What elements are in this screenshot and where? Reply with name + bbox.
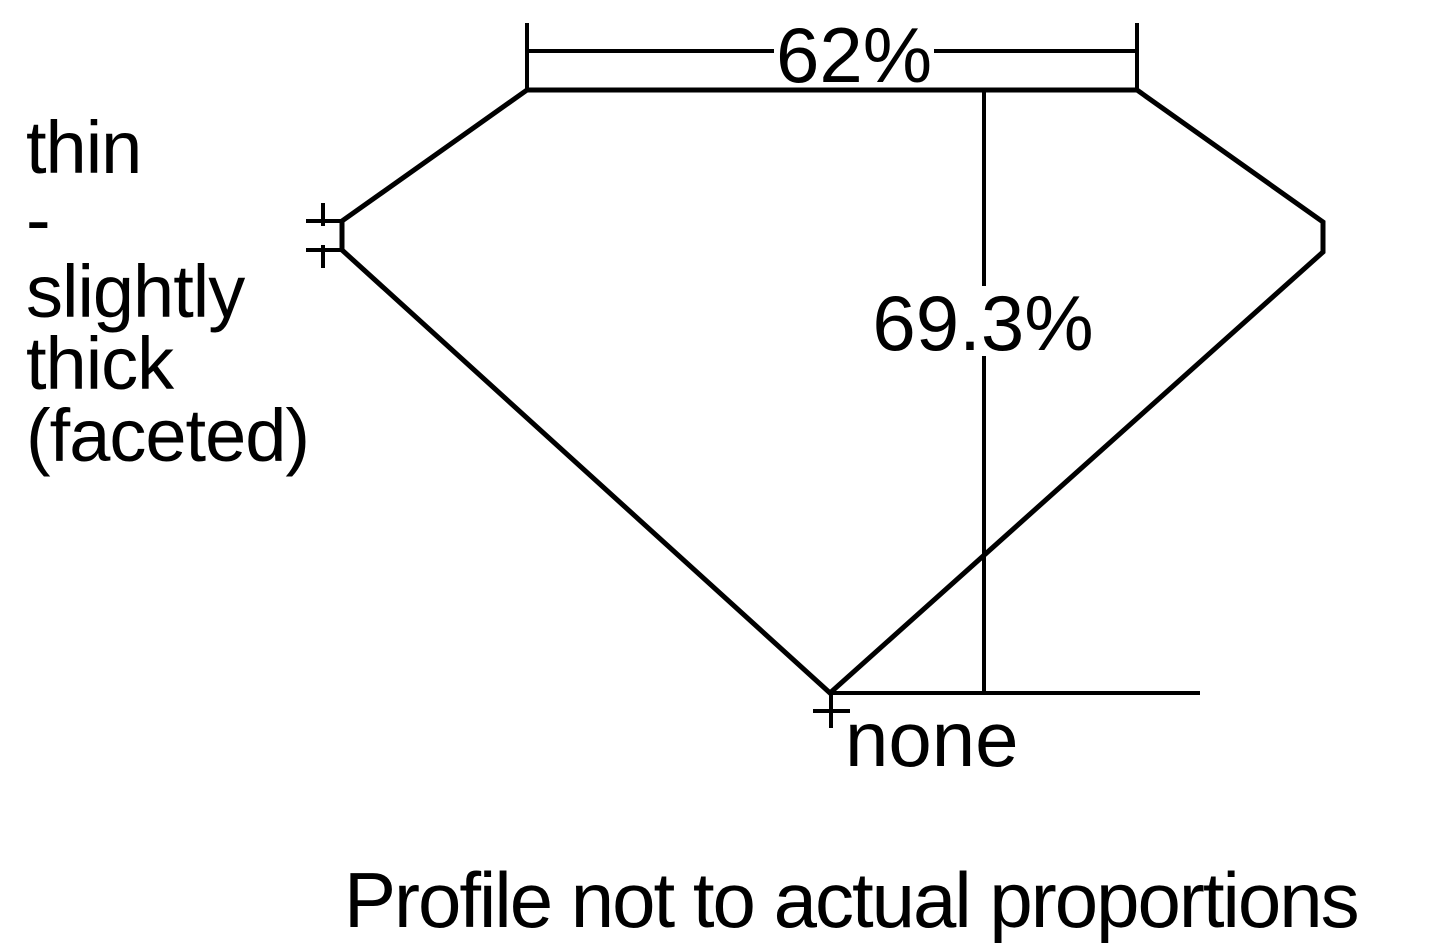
table-percentage-label: 62% [776,11,932,99]
table-label-backplate [774,22,934,78]
diamond-outline [339,87,1326,697]
table-width-dimension: 62% [525,11,1139,99]
depth-percentage-label: 69.3% [872,279,1093,367]
depth-label-backplate [878,286,1088,356]
culet-marker [813,691,850,728]
girdle-thickness-label: thin - slightly thick (faceted) [26,106,310,477]
caption: Profile not to actual proportions [344,856,1360,944]
girdle-thickness-ticks [306,203,342,268]
culet-label: none [845,695,1019,783]
depth-dimension: 69.3% [830,90,1200,695]
